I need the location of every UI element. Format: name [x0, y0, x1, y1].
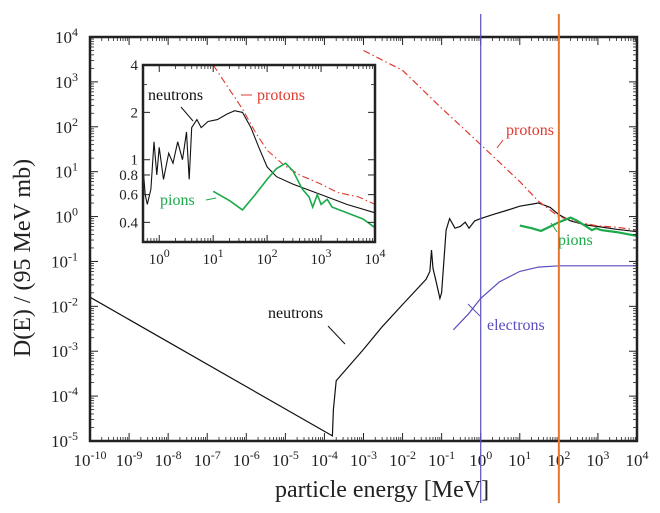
inset-y-tick-label: 0.4	[119, 215, 138, 231]
annotation-electrons: electrons	[487, 317, 545, 334]
x-tick-label: 10-7	[194, 448, 221, 470]
y-tick-label: 10-2	[51, 294, 78, 316]
inset-x-tick-label: 101	[203, 246, 224, 268]
y-tick-label: 10-1	[51, 249, 78, 271]
series-protons	[363, 49, 638, 231]
y-tick-label: 101	[55, 160, 78, 182]
y-tick-label: 10-3	[51, 339, 78, 361]
x-tick-label: 10-8	[155, 448, 182, 470]
x-tick-label: 10-5	[272, 448, 299, 470]
x-tick-label: 100	[469, 448, 492, 470]
inset-annotation-pions: pions	[160, 192, 195, 209]
inset-series-pions	[212, 162, 376, 229]
inset-y-tick-label: 2	[131, 105, 139, 121]
annotation-neutrons: neutrons	[268, 305, 323, 322]
main-plot-area	[89, 49, 638, 437]
x-tick-label: 10-4	[311, 448, 338, 470]
x-tick-label: 104	[626, 448, 649, 470]
x-tick-label: 102	[547, 448, 570, 470]
inset-x-tick-label: 103	[311, 246, 332, 268]
x-tick-label: 10-3	[350, 448, 377, 470]
inset-y-tick-label: 1	[131, 153, 139, 169]
y-tick-label: 10-4	[51, 384, 78, 406]
y-tick-label: 104	[55, 25, 78, 47]
inset-plot: 100 101 102 103 104 0.4 0.6 0.81 2 4 neutrons proto…	[119, 58, 385, 268]
annotations: neutrons protons pions electrons	[268, 122, 593, 345]
y-tick-label: 103	[55, 70, 78, 92]
annotation-pions: pions	[558, 232, 593, 249]
inset-background	[143, 65, 375, 242]
inset-annotation-neutrons: neutrons	[148, 87, 203, 104]
x-axis-title: particle energy [MeV]	[275, 477, 489, 503]
inset-y-tick-label: 4	[131, 58, 139, 74]
inset-x-tick-label: 100	[149, 246, 170, 268]
x-tick-label: 101	[508, 448, 531, 470]
inset-series-neutrons	[142, 110, 376, 214]
series-neutrons	[89, 202, 638, 437]
annotation-protons: protons	[506, 122, 554, 139]
x-tick-label: 103	[586, 448, 609, 470]
annotation-leader-electrons	[467, 303, 481, 317]
y-tick-label: 10-5	[51, 429, 78, 451]
inset-x-tick-label: 102	[257, 246, 278, 268]
inset-y-tick-label: 0.6	[119, 188, 138, 204]
annotation-leader-neutrons	[327, 325, 346, 345]
y-tick-label: 100	[55, 205, 78, 227]
series-pions	[519, 216, 638, 237]
inset-x-tick-label: 104	[365, 246, 386, 268]
inset-annotation-protons: protons	[257, 87, 305, 104]
x-tick-label: 10-1	[428, 448, 455, 470]
x-tick-label: 10-2	[389, 448, 416, 470]
x-tick-label: 10-6	[233, 448, 260, 470]
inset-annotation-leader-neutrons	[180, 106, 194, 122]
y-axis-title: D(E) / (95 MeV mb)	[10, 159, 36, 357]
annotation-leader-pions	[550, 222, 558, 233]
x-tick-label: 10-10	[74, 448, 107, 470]
inset-annotation-leader-pions	[205, 197, 217, 201]
x-tick-label: 10-9	[116, 448, 143, 470]
inset-y-tick-label: 0.8	[119, 168, 138, 184]
main-axes: 10-10 10-9 10-8 10-7 10-6 10-5 10-4 10-3 10-2 10-…	[51, 14, 649, 503]
y-tick-label: 102	[55, 115, 78, 137]
annotation-leader-protons	[496, 139, 504, 149]
